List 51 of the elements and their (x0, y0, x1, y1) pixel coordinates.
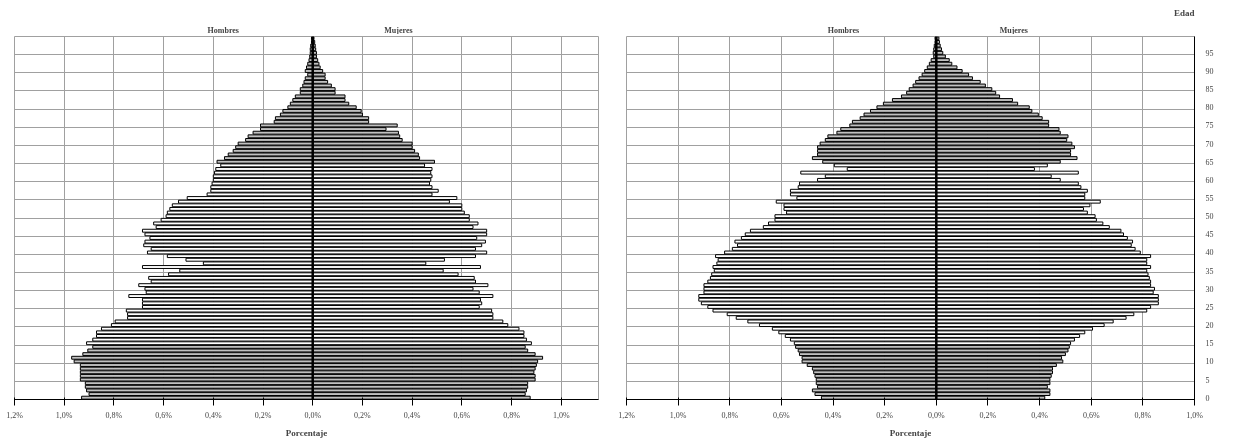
x-tick-label: 0,2% (979, 410, 997, 420)
x-tick-label: 0,8% (105, 410, 123, 420)
x-tick-label: 0,6% (155, 410, 173, 420)
text: Mujeres (999, 25, 1028, 35)
text: Mujeres (384, 25, 413, 35)
x-tick-label: 0,8% (1134, 410, 1152, 420)
y-tick-label: 60 (1205, 175, 1214, 185)
x-tick-label: 0,8% (503, 410, 521, 420)
y-tick-label: 5 (1205, 375, 1210, 385)
y-tick-label: 15 (1205, 339, 1214, 349)
y-tick-label: 0 (1205, 393, 1210, 403)
y-tick-label: 30 (1205, 284, 1214, 294)
y-tick-label: 55 (1205, 194, 1214, 204)
y-tick-label: 85 (1205, 85, 1214, 95)
text: Hombres (207, 25, 239, 35)
x-tick-label: 0,4% (403, 410, 421, 420)
x-tick-label: 0,2% (354, 410, 372, 420)
x-tick-label: 0,4% (824, 410, 842, 420)
y-tick-label: 95 (1205, 48, 1214, 58)
y-tick-label: 65 (1205, 157, 1214, 167)
x-tick-label: 0,4% (1031, 410, 1049, 420)
x-tick-label: 0,2% (254, 410, 272, 420)
y-tick-label: 50 (1205, 212, 1214, 222)
y-tick-label: 20 (1205, 321, 1214, 331)
x-tick-label: 0,6% (1082, 410, 1100, 420)
y-tick-label: 80 (1205, 103, 1214, 113)
y-tick-label: 40 (1205, 248, 1214, 258)
y-axis-title: Edad (1173, 7, 1195, 18)
y-tick-label: 35 (1205, 266, 1214, 276)
x-axis-title: Porcentaje (889, 427, 932, 438)
x-tick-label: 1,0% (55, 410, 73, 420)
x-tick-label: 0,6% (773, 410, 791, 420)
x-axis-title: Porcentaje (285, 427, 328, 438)
text: Hombres (827, 25, 860, 35)
y-tick-label: 10 (1205, 357, 1214, 367)
x-tick-label: 1,2% (618, 410, 636, 420)
y-tick-label: 90 (1205, 66, 1214, 76)
x-tick-label: 1,2% (6, 410, 24, 420)
x-tick-label: 0,0% (304, 410, 322, 420)
x-tick-label: 0,6% (453, 410, 471, 420)
y-tick-label: 25 (1205, 302, 1214, 312)
y-tick-label: 70 (1205, 139, 1214, 149)
x-tick-label: 0,2% (876, 410, 894, 420)
x-tick-label: 1,0% (552, 410, 570, 420)
x-tick-label: 1,0% (669, 410, 687, 420)
x-tick-label: 0,0% (927, 410, 945, 420)
y-tick-label: 75 (1205, 121, 1214, 131)
y-tick-label: 45 (1205, 230, 1214, 240)
x-tick-label: 1,0% (1186, 410, 1204, 420)
x-tick-label: 0,4% (204, 410, 222, 420)
x-tick-label: 0,8% (721, 410, 739, 420)
